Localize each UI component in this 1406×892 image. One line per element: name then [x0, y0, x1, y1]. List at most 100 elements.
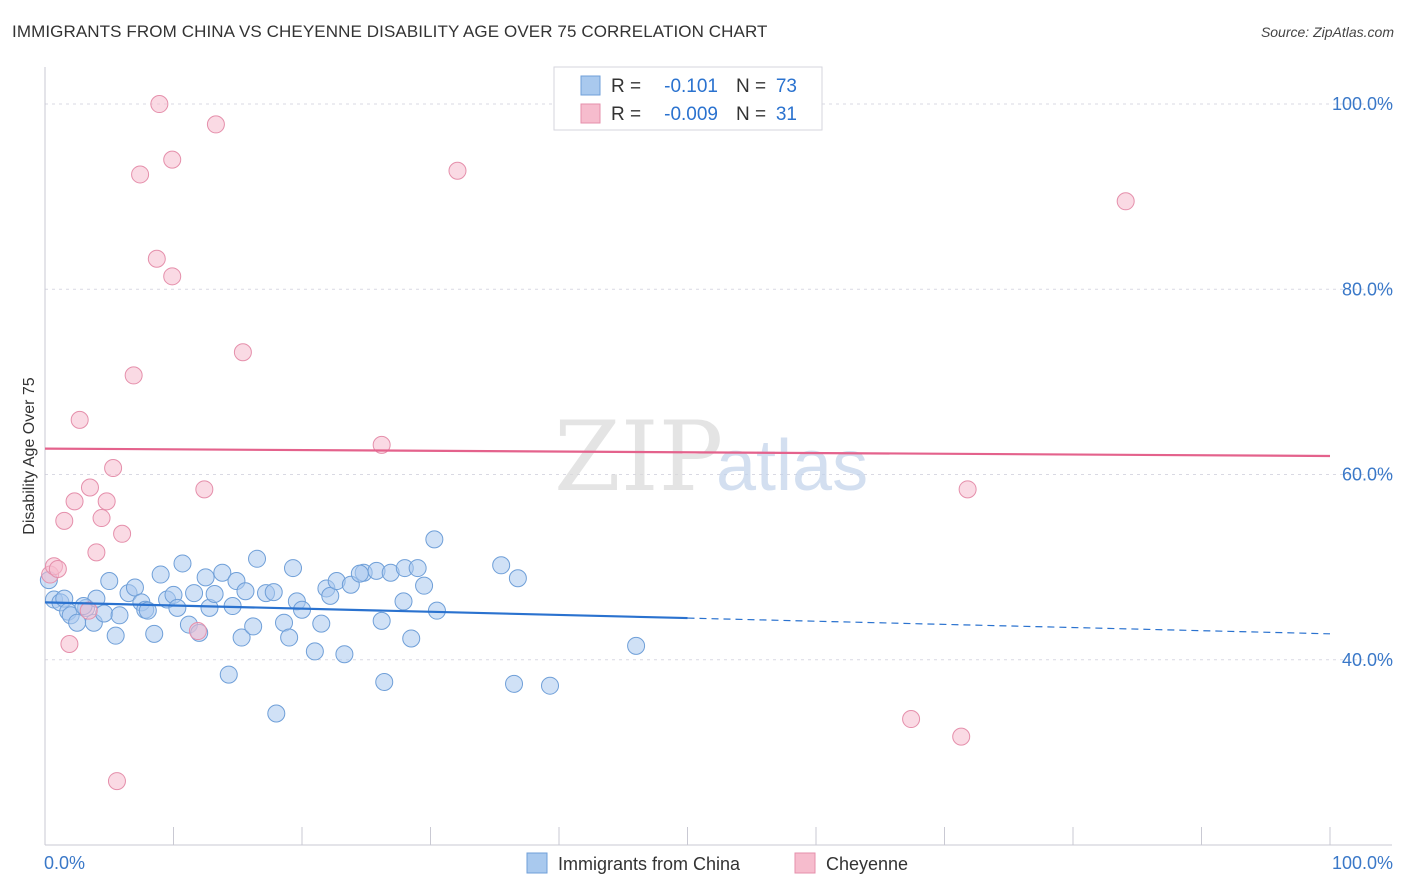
cheyenne-data-point [206, 115, 225, 134]
china-data-point [508, 569, 527, 588]
stats-n-value-china: 73 [776, 76, 797, 97]
series-legend: Immigrants from China Cheyenne [526, 852, 908, 874]
china-data-point [402, 629, 421, 648]
china-data-point [205, 585, 224, 604]
stats-r-value-cheyenne: -0.009 [664, 104, 718, 125]
legend-label-china: Immigrants from China [558, 854, 741, 874]
china-data-point [95, 604, 114, 623]
china-data-point [284, 559, 303, 578]
cheyenne-data-point [48, 559, 67, 578]
china-data-point [267, 704, 286, 723]
china-data-point [196, 568, 215, 587]
stats-legend: R = -0.101 N = 73 R = -0.009 N = 31 [553, 66, 823, 131]
china-data-point [232, 628, 251, 647]
china-data-point [125, 578, 144, 597]
legend-label-cheyenne: Cheyenne [826, 854, 908, 874]
cheyenne-data-point [131, 165, 150, 184]
china-data-point [280, 628, 299, 647]
china-data-point [100, 572, 119, 591]
china-data-point [185, 584, 204, 603]
china-data-point [173, 554, 192, 573]
china-data-point [264, 583, 283, 602]
cheyenne-data-point [80, 478, 99, 497]
china-data-point [106, 626, 125, 645]
grid-lines [45, 103, 1392, 661]
china-trend-line [44, 601, 688, 620]
cheyenne-data-point [124, 366, 143, 385]
cheyenne-data-point [150, 95, 169, 114]
y-tick-label: 100.0% [1332, 94, 1393, 114]
cheyenne-data-point [147, 249, 166, 268]
stats-r-value-china: -0.101 [664, 76, 718, 97]
legend-swatch-china [526, 852, 548, 874]
watermark: ZIP atlas [554, 401, 868, 513]
china-data-point [408, 559, 427, 578]
china-data-point [492, 556, 511, 575]
china-data-point [335, 645, 354, 664]
cheyenne-data-point [70, 410, 89, 429]
china-data-point [312, 614, 331, 633]
cheyenne-data-point [79, 601, 98, 620]
cheyenne-data-point [87, 543, 106, 562]
china-data-point [427, 601, 446, 620]
stats-n-label-china: N = [736, 76, 766, 97]
china-data-point [248, 549, 267, 568]
y-tick-labels: 40.0% 60.0% 80.0% 100.0% [1332, 94, 1393, 670]
china-trend-line-extrapolated [687, 617, 1331, 635]
x-tick-labels: 0.0% 100.0% [44, 853, 1393, 873]
cheyenne-data-point [104, 459, 123, 478]
china-data-point [236, 582, 255, 601]
x-tick-label: 0.0% [44, 853, 85, 873]
stats-n-label-cheyenne: N = [736, 104, 766, 125]
cheyenne-data-point [65, 492, 84, 511]
y-tick-label: 60.0% [1342, 465, 1393, 485]
cheyenne-data-point [448, 161, 467, 180]
cheyenne-data-point [958, 480, 977, 499]
china-data-point [505, 674, 524, 693]
chart-title: IMMIGRANTS FROM CHINA VS CHEYENNE DISABI… [12, 22, 768, 41]
china-data-point [321, 586, 340, 605]
cheyenne-data-point [107, 772, 126, 791]
trend-lines [44, 447, 1331, 635]
china-data-point [145, 624, 164, 643]
cheyenne-data-point [163, 267, 182, 286]
cheyenne-data-point [902, 710, 921, 729]
cheyenne-data-point [163, 150, 182, 169]
china-data-point [110, 606, 129, 625]
cheyenne-data-point [92, 509, 111, 528]
watermark-atlas: atlas [716, 426, 868, 506]
cheyenne-data-point [188, 622, 207, 641]
stats-swatch-cheyenne [580, 103, 601, 124]
china-data-point [350, 564, 369, 583]
china-data-point [415, 576, 434, 595]
series-cheyenne-points [41, 95, 1135, 791]
china-data-point [375, 672, 394, 691]
china-data-point [372, 611, 391, 630]
cheyenne-data-point [113, 524, 132, 543]
y-axis-label: Disability Age Over 75 [21, 377, 38, 535]
cheyenne-data-point [60, 635, 79, 654]
china-data-point [151, 565, 170, 584]
china-data-point [305, 642, 324, 661]
cheyenne-data-point [195, 480, 214, 499]
stats-r-label-china: R = [611, 76, 641, 97]
cheyenne-data-point [55, 511, 74, 530]
china-data-point [213, 563, 232, 582]
cheyenne-data-point [952, 727, 971, 746]
china-data-point [627, 636, 646, 655]
cheyenne-data-point [97, 492, 116, 511]
source-label: Source: ZipAtlas.com [1260, 24, 1394, 40]
china-data-point [138, 601, 157, 620]
cheyenne-data-point [1116, 192, 1135, 211]
watermark-zip: ZIP [554, 401, 723, 513]
x-tick-label: 100.0% [1332, 853, 1393, 873]
china-data-point [394, 592, 413, 611]
cheyenne-data-point [233, 343, 252, 362]
y-tick-label: 40.0% [1342, 650, 1393, 670]
stats-r-label-cheyenne: R = [611, 104, 641, 125]
china-data-point [168, 598, 187, 617]
stats-swatch-china [580, 75, 601, 96]
legend-swatch-cheyenne [794, 852, 816, 874]
china-data-point [541, 676, 560, 695]
